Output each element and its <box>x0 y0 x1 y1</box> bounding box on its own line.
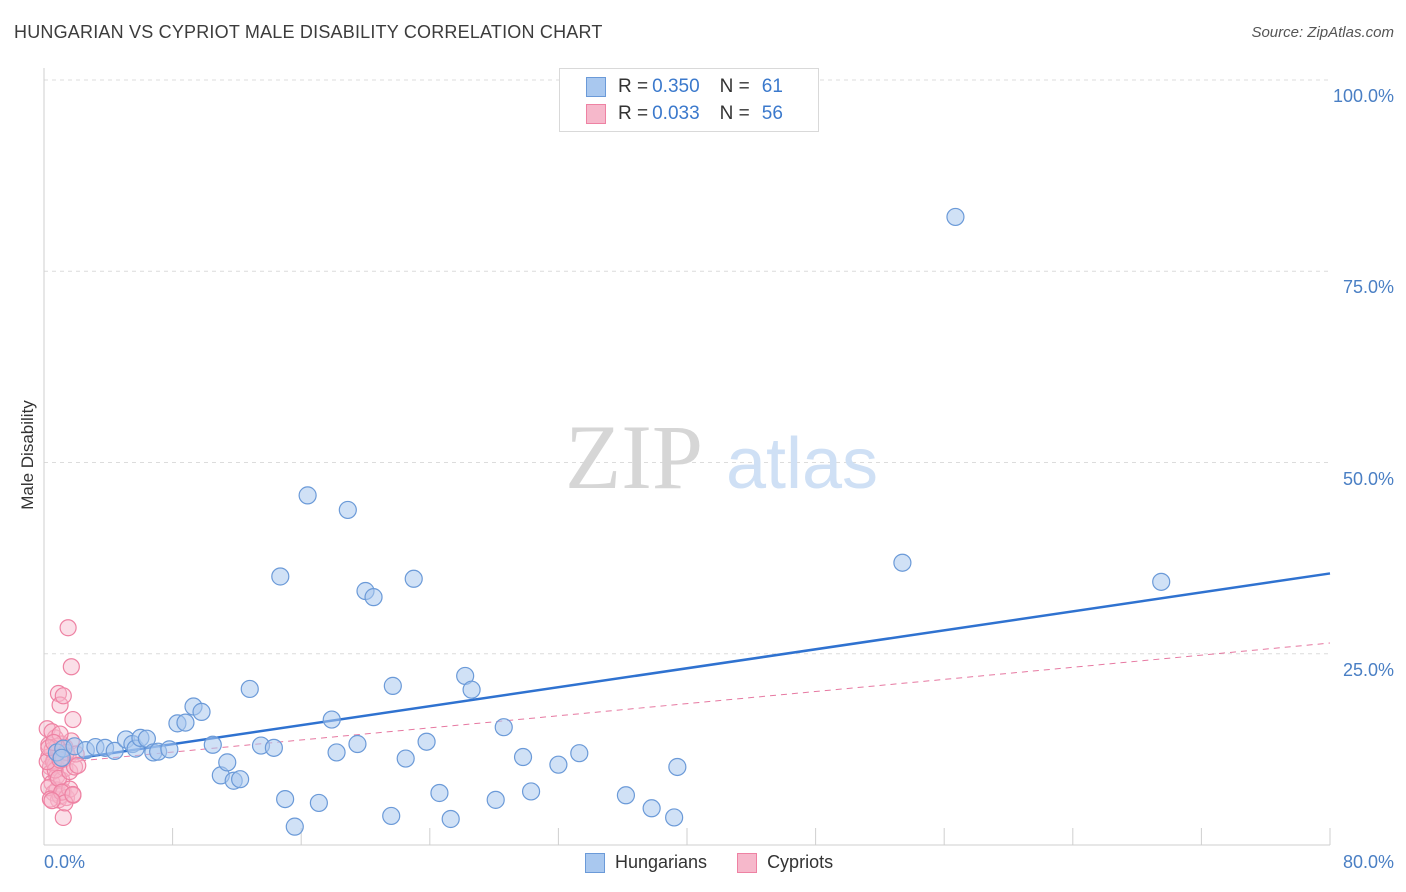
cypriots-point <box>64 785 82 804</box>
hungarians-point <box>218 753 237 772</box>
hungarians-point <box>513 747 533 767</box>
watermark-atlas: atlas <box>726 424 878 504</box>
legend-r-label: R = <box>618 76 649 97</box>
hungarians-point <box>462 680 481 699</box>
cypriots-trend-line <box>47 642 1331 765</box>
cypriots-point <box>62 658 80 676</box>
series-legend: Hungarians Cypriots <box>585 852 863 873</box>
y-tick-label: 50.0% <box>1342 468 1394 489</box>
hungarians-point <box>322 710 341 729</box>
x-tick-min: 0.0% <box>44 852 86 872</box>
cypriots-point <box>59 619 77 637</box>
legend-swatch-pink <box>586 104 606 124</box>
hungarians-point <box>396 749 415 768</box>
hungarians-point <box>668 757 687 777</box>
legend-r-value: 0.033 <box>652 103 700 124</box>
hungarians-point <box>383 676 402 695</box>
chart-title: HUNGARIAN VS CYPRIOT MALE DISABILITY COR… <box>14 22 603 42</box>
hungarians-trend-line <box>48 572 1331 764</box>
cypriots-points <box>38 619 87 827</box>
legend-n-value: 61 <box>761 76 783 97</box>
hungarians-point <box>327 743 346 762</box>
legend-n-label: N = <box>719 76 750 97</box>
hungarians-point <box>430 783 449 803</box>
hungarians-point <box>665 808 684 827</box>
hungarians-point <box>298 486 317 505</box>
legend-n-label: N = <box>719 103 750 124</box>
hungarians-point <box>616 786 636 805</box>
y-tick-label: 100.0% <box>1332 86 1394 106</box>
legend-label-cypriots: Cypriots <box>767 852 834 872</box>
cypriots-point <box>54 808 72 827</box>
axes <box>43 68 1331 846</box>
hungarians-point <box>240 679 259 699</box>
hungarians-point <box>364 588 383 607</box>
hungarians-point <box>404 569 423 588</box>
hungarians-point <box>348 734 367 754</box>
hungarians-point <box>271 567 290 586</box>
legend-r-value: 0.350 <box>652 76 700 97</box>
hungarians-point <box>338 500 357 520</box>
cypriots-point <box>64 710 82 729</box>
hungarians-point <box>570 744 589 763</box>
cypriots-point <box>54 687 72 705</box>
hungarians-point <box>494 718 513 737</box>
hungarians-point <box>441 809 460 829</box>
legend-swatch-blue <box>586 77 606 97</box>
hungarians-point <box>192 702 211 721</box>
watermark: ZIP atlas <box>565 406 878 508</box>
x-tick-max: 80.0% <box>1342 852 1394 872</box>
cypriots-point <box>51 696 69 714</box>
cypriots-point <box>43 792 61 810</box>
hungarians-point <box>417 732 436 751</box>
hungarians-point <box>285 817 304 836</box>
legend-swatch-pink <box>737 852 758 873</box>
hungarians-point <box>893 553 912 572</box>
hungarians-point <box>264 738 283 757</box>
legend-row-hungarians: R = 0.350 N = 61 <box>586 74 783 100</box>
hungarians-point <box>52 748 71 767</box>
hungarians-point <box>946 207 965 227</box>
hungarians-point <box>276 789 295 809</box>
y-tick-label: 75.0% <box>1342 277 1394 298</box>
hungarians-point <box>160 740 179 759</box>
hungarians-point <box>231 770 250 789</box>
legend-label-hungarians: Hungarians <box>615 852 708 872</box>
hungarians-point <box>549 755 568 774</box>
legend-item-hungarians[interactable]: Hungarians <box>585 852 707 873</box>
legend-r-label: R = <box>618 103 649 124</box>
legend-item-cypriots[interactable]: Cypriots <box>737 852 833 873</box>
hungarians-point <box>203 735 222 754</box>
correlation-legend: R = 0.350 N = 61 R = 0.033 N = 56 <box>559 68 819 132</box>
hungarians-point <box>642 799 661 818</box>
hungarians-point <box>1152 572 1171 591</box>
gridlines <box>44 79 1330 655</box>
hungarians-point <box>486 790 505 809</box>
hungarians-point <box>521 782 541 801</box>
hungarians-point <box>382 806 401 826</box>
y-tick-label: 25.0% <box>1342 659 1394 680</box>
cypriots-point <box>69 756 87 775</box>
hungarians-point <box>309 793 328 813</box>
watermark-zip: ZIP <box>565 406 703 508</box>
trend-lines <box>47 572 1331 765</box>
hungarians-points <box>47 207 1171 836</box>
hungarians-point <box>176 713 195 732</box>
legend-n-value: 56 <box>761 103 783 124</box>
legend-row-cypriots: R = 0.033 N = 56 <box>586 101 783 127</box>
hungarians-point <box>105 741 124 761</box>
legend-swatch-blue <box>585 852 605 873</box>
source-label: Source: ZipAtlas.com <box>1251 24 1394 41</box>
